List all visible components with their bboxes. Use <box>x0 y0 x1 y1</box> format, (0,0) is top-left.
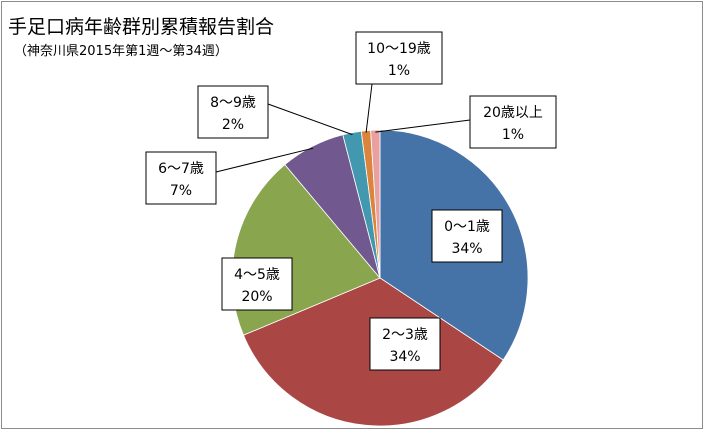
data-label-2: 2～3歳 34% <box>369 317 441 371</box>
data-label-box <box>355 31 443 85</box>
data-label-3: 4～5歳 20% <box>221 257 293 311</box>
data-label-box <box>221 257 293 311</box>
value-label: 20% <box>241 289 272 305</box>
leader-line-5 <box>267 103 353 136</box>
category-label: 8～9歳 <box>210 95 256 111</box>
value-label: 1% <box>502 127 524 143</box>
pie-slice-7 <box>370 129 381 279</box>
category-label: 2～3歳 <box>382 327 428 343</box>
value-label: 1% <box>388 63 410 79</box>
category-label: 0～1歳 <box>444 219 490 235</box>
chart-subtitle: （神奈川県2015年第1週～第34週） <box>14 44 228 59</box>
data-label-1: 0～1歳 34% <box>431 209 503 263</box>
data-label-box <box>145 151 217 205</box>
category-label: 10～19歳 <box>367 41 431 57</box>
value-label: 2% <box>222 117 244 133</box>
value-label: 34% <box>389 349 420 365</box>
leader-line-4 <box>215 147 314 173</box>
data-label-5: 8～9歳 2% <box>197 85 269 139</box>
leader-line-7 <box>375 119 471 133</box>
value-label: 34% <box>451 241 482 257</box>
data-label-box <box>197 85 269 139</box>
data-label-4: 6～7歳 7% <box>145 151 217 205</box>
data-label-7: 20歳以上 1% <box>469 95 557 149</box>
data-label-box <box>431 209 503 263</box>
value-label: 7% <box>170 183 192 199</box>
data-label-box <box>469 95 557 149</box>
category-label: 20歳以上 <box>483 105 543 121</box>
chart-title: 手足口病年齢群別累積報告割合 <box>8 16 275 38</box>
data-label-box <box>369 317 441 371</box>
data-label-6: 10～19歳 1% <box>355 31 443 85</box>
leader-line-6 <box>365 83 373 133</box>
category-label: 6～7歳 <box>158 161 204 177</box>
category-label: 4～5歳 <box>234 267 280 283</box>
